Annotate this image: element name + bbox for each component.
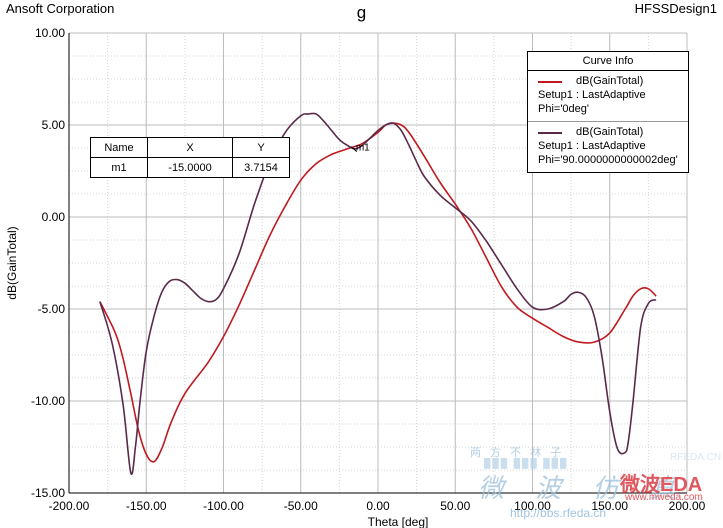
x-tick-label: -150.00 <box>126 499 167 513</box>
table-row[interactable]: m1 -15.0000 3.7154 <box>90 157 290 178</box>
y-tick-label: 0.00 <box>42 210 66 224</box>
marker-table[interactable]: Name X Y m1 -15.0000 3.7154 <box>90 137 290 178</box>
legend-entry-param: Phi='90.0000000000002deg' <box>538 154 678 166</box>
x-tick-label: 0.00 <box>366 499 390 513</box>
x-tick-label: 200.00 <box>669 499 706 513</box>
marker-x-cell: -15.0000 <box>147 157 233 178</box>
curve-info-legend[interactable]: Curve Info dB(GainTotal) Setup1 : LastAd… <box>527 51 689 173</box>
marker-header-name: Name <box>90 137 148 158</box>
legend-title: Curve Info <box>528 52 688 71</box>
legend-entry-setup: Setup1 : LastAdaptive <box>538 140 646 152</box>
y-tick-label: 10.00 <box>35 26 65 40</box>
y-tick-label: -15.00 <box>31 486 65 500</box>
marker-header-x: X <box>147 137 233 158</box>
y-axis-label: dB(GainTotal) <box>5 226 19 299</box>
y-tick-label: -10.00 <box>31 394 65 408</box>
marker-label: m1 <box>356 143 370 154</box>
x-tick-label: 150.00 <box>591 499 628 513</box>
x-tick-label: -100.00 <box>203 499 244 513</box>
marker-table-header: Name X Y <box>90 137 290 158</box>
watermark-brand: 微波EDA <box>620 474 703 496</box>
marker-header-y: Y <box>232 137 290 158</box>
series-line-1 <box>99 112 657 475</box>
legend-entry-param: Phi='0deg' <box>538 103 589 115</box>
legend-entry-setup: Setup1 : LastAdaptive <box>538 89 646 101</box>
x-axis-label: Theta [deg] <box>368 515 429 528</box>
legend-swatch-phi-0 <box>538 81 562 83</box>
legend-entry-label: dB(GainTotal) <box>576 126 644 138</box>
marker-name-cell: m1 <box>90 157 148 178</box>
legend-entry-phi-0[interactable]: dB(GainTotal) Setup1 : LastAdaptive Phi=… <box>528 71 688 121</box>
legend-entry-phi-90[interactable]: dB(GainTotal) Setup1 : LastAdaptive Phi=… <box>528 121 688 172</box>
watermark-text: ███ ███ ███ <box>484 458 569 468</box>
company-name: Ansoft Corporation <box>6 1 115 16</box>
x-tick-label: -200.00 <box>49 499 90 513</box>
watermark-url: http://bbs.rfeda.cn <box>510 506 607 520</box>
x-tick-label: 100.00 <box>514 499 551 513</box>
plot-title: g <box>356 3 367 22</box>
x-tick-label: 50.00 <box>440 499 470 513</box>
design-name: HFSSDesign1 <box>634 1 717 16</box>
watermark: 两 方 不 林 子 ███ ███ ███ 微 波 仿 真 http://bbs… <box>470 438 722 526</box>
y-tick-label: 5.00 <box>42 118 66 132</box>
watermark-brand2: RFEDA.CN <box>670 452 722 463</box>
watermark-text: 微 波 仿 真 <box>478 473 688 503</box>
x-tick-label: -50.00 <box>284 499 318 513</box>
legend-swatch-phi-90 <box>538 132 562 134</box>
y-tick-label: -5.00 <box>38 302 66 316</box>
marker-y-cell: 3.7154 <box>232 157 290 178</box>
watermark-text: 两 方 不 林 子 <box>470 447 565 459</box>
marker-point <box>350 146 358 153</box>
legend-entry-label: dB(GainTotal) <box>576 75 644 87</box>
watermark-brand-url: www.mweda.com <box>625 492 703 503</box>
